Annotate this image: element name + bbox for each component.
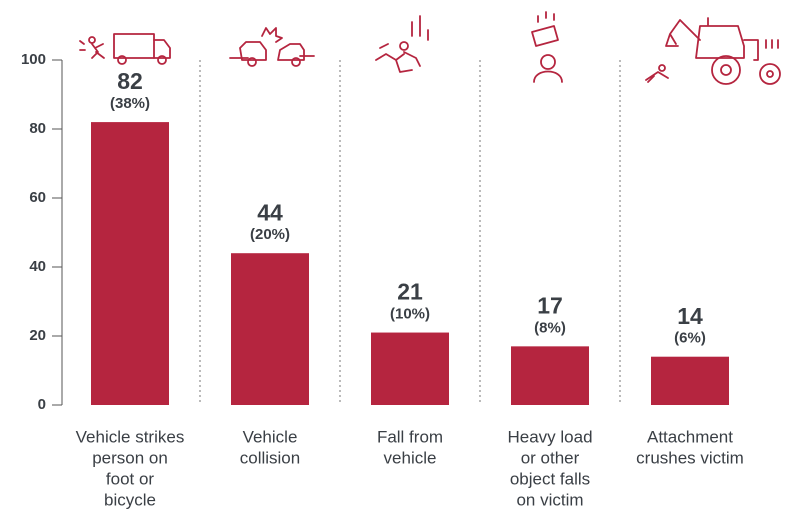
x-tick-label: on victim [516,490,583,509]
bar [511,346,589,405]
bar [91,122,169,405]
y-tick-label: 80 [29,120,46,137]
x-tick-label: Fall from [377,427,443,446]
icon-tractor [645,17,781,85]
y-tick-label: 100 [21,51,46,68]
x-tick-label: foot or [106,469,155,488]
icon-fall [375,15,429,73]
x-tick-label: collision [240,448,300,467]
value-label: 82 [117,68,143,94]
x-tick-label: Vehicle strikes [76,427,185,446]
value-label: 21 [397,279,423,305]
value-label: 17 [537,292,563,318]
share-label: (20%) [250,226,290,243]
x-tick-label: crushes victim [636,448,744,467]
icon-truck-pedestrian [79,33,171,65]
x-tick-label: Heavy load [507,427,592,446]
x-tick-label: person on [92,448,168,467]
share-label: (6%) [674,330,706,347]
value-label: 14 [677,303,703,329]
x-tick-label: bicycle [104,490,156,509]
y-tick-label: 20 [29,327,46,344]
share-label: (38%) [110,95,150,112]
x-tick-label: Attachment [647,427,733,446]
icons [79,11,781,85]
value-label: 44 [257,199,283,225]
x-tick-label: vehicle [384,448,437,467]
icon-falling-load [531,11,563,83]
y-tick-label: 40 [29,258,46,275]
bar [371,332,449,405]
bar [231,253,309,405]
x-tick-label: object falls [510,469,590,488]
x-tick-label: or other [521,448,580,467]
y-tick-label: 0 [38,396,46,413]
share-label: (8%) [534,319,566,336]
share-label: (10%) [390,306,430,323]
bar [651,356,729,405]
icon-collision [229,27,315,67]
y-tick-label: 60 [29,189,46,206]
x-tick-label: Vehicle [243,427,298,446]
